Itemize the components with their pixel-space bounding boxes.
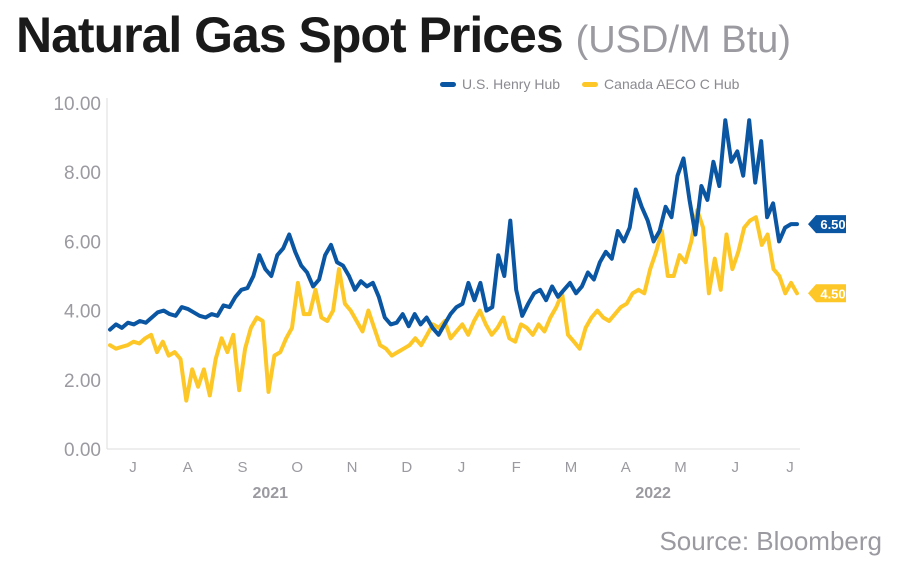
y-tick-label: 4.00 bbox=[64, 302, 101, 323]
legend-item-henry-hub: U.S. Henry Hub bbox=[440, 76, 560, 92]
x-tick-label: J bbox=[129, 459, 137, 476]
x-tick-label: F bbox=[512, 459, 521, 476]
y-tick-label: 6.00 bbox=[64, 232, 101, 253]
title-unit: (USD/M Btu) bbox=[575, 19, 791, 61]
x-tick-label: J bbox=[732, 459, 740, 476]
x-tick-label: M bbox=[674, 459, 687, 476]
legend-swatch-henry-hub bbox=[440, 81, 456, 87]
end-label-badge bbox=[808, 215, 846, 234]
end-label-value: 4.50 bbox=[820, 286, 845, 301]
series-line-henry-hub bbox=[108, 118, 799, 337]
legend-swatch-aeco bbox=[582, 81, 599, 87]
x-tick-label: M bbox=[565, 459, 578, 476]
chart-title: Natural Gas Spot Prices (USD/M Btu) bbox=[16, 6, 791, 64]
x-tick-label: A bbox=[183, 459, 193, 476]
title-main: Natural Gas Spot Prices bbox=[16, 7, 564, 63]
end-label-value: 6.50 bbox=[820, 217, 845, 232]
legend-label-aeco: Canada AECO C Hub bbox=[604, 76, 740, 92]
x-tick-label: N bbox=[347, 459, 358, 476]
legend: U.S. Henry Hub Canada AECO C Hub bbox=[440, 76, 739, 92]
x-year-label: 2022 bbox=[635, 485, 671, 502]
x-year-label: 2021 bbox=[252, 485, 288, 502]
x-tick-label: J bbox=[786, 459, 794, 476]
y-tick-label: 2.00 bbox=[64, 371, 101, 392]
y-tick-label: 8.00 bbox=[64, 163, 101, 184]
y-tick-label: 10.00 bbox=[53, 94, 101, 115]
end-label-badge bbox=[808, 284, 846, 303]
series-line-aeco bbox=[108, 208, 799, 403]
source-note: Source: Bloomberg bbox=[659, 526, 882, 556]
x-tick-label: J bbox=[458, 459, 466, 476]
x-tick-label: A bbox=[621, 459, 631, 476]
legend-item-aeco: Canada AECO C Hub bbox=[582, 76, 739, 92]
x-tick-label: S bbox=[237, 459, 247, 476]
x-tick-label: D bbox=[401, 459, 412, 476]
x-tick-label: O bbox=[291, 459, 303, 476]
legend-label-henry-hub: U.S. Henry Hub bbox=[462, 76, 561, 92]
y-tick-label: 0.00 bbox=[64, 440, 101, 461]
